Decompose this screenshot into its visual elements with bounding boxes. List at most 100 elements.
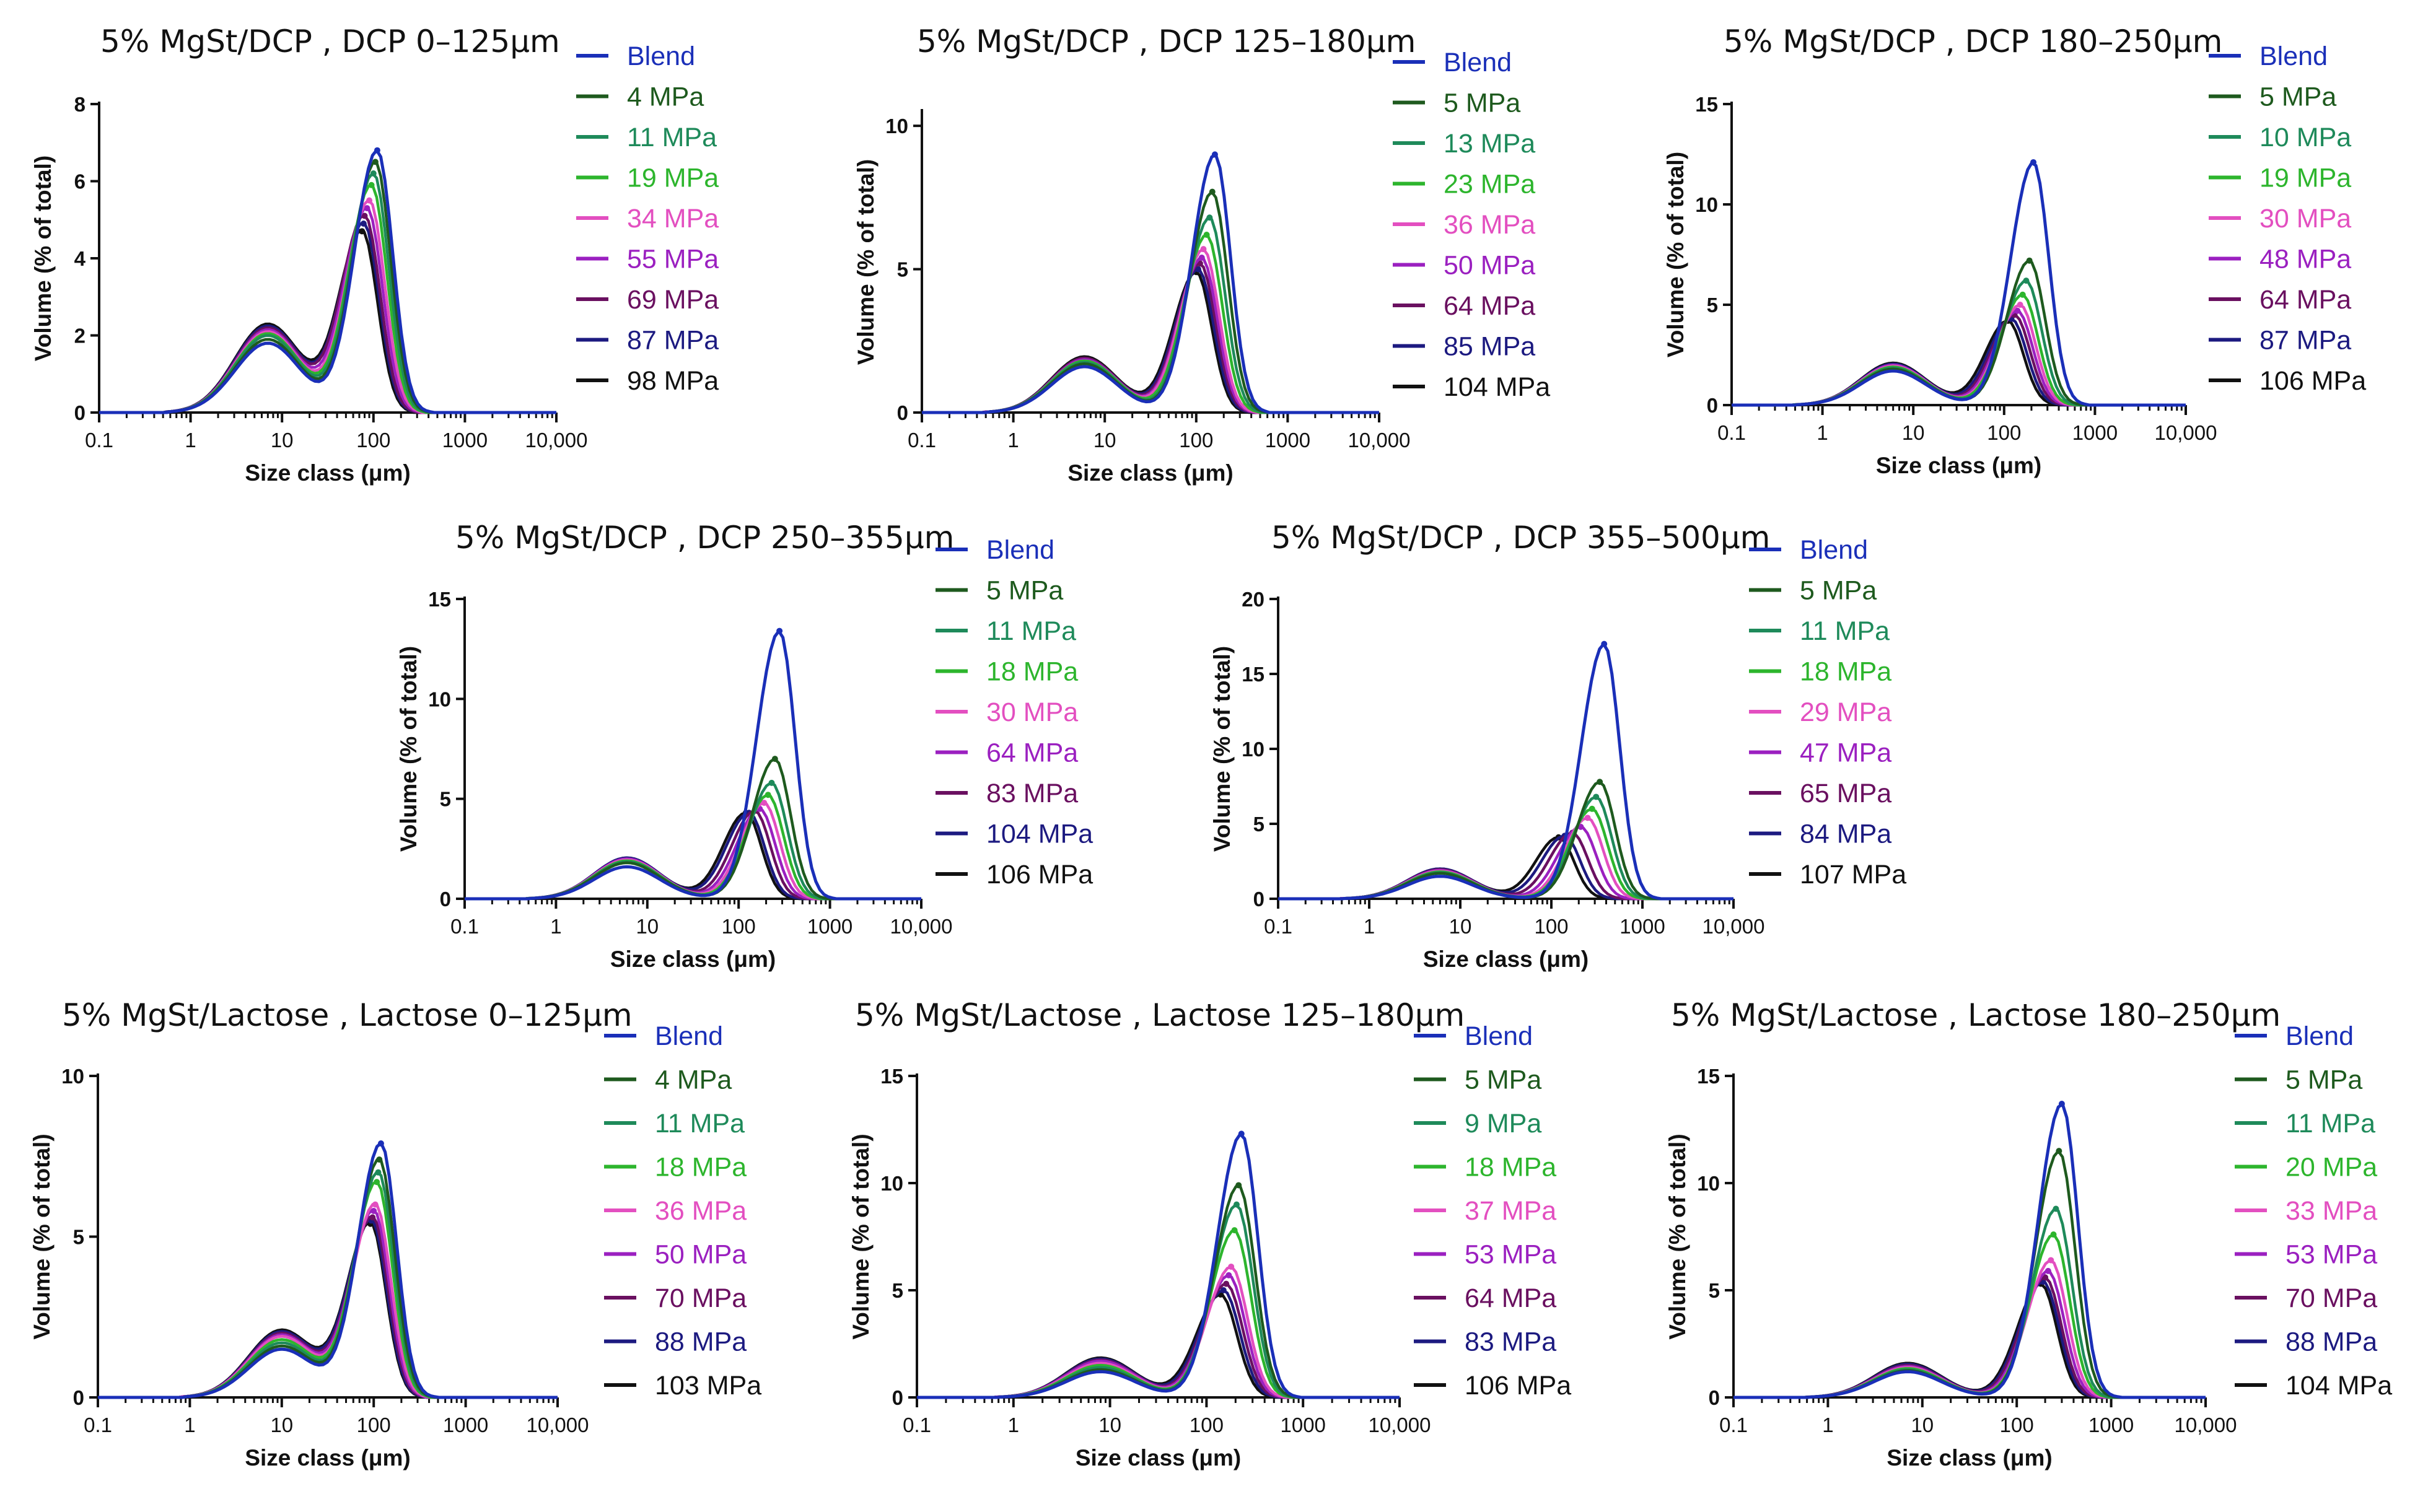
y-tick-label: 5 <box>897 258 908 281</box>
x-tick-label: 1 <box>1822 1414 1833 1436</box>
y-axis-label: Volume (% of total) <box>396 646 421 852</box>
series-line-34-mpa <box>99 198 556 414</box>
peak-point-11-mpa <box>2053 1205 2059 1212</box>
y-tick-label: 0 <box>440 888 451 911</box>
series-line-blend <box>922 153 1379 414</box>
x-tick-label: 10,000 <box>1703 915 1765 938</box>
y-axis-label: Volume (% of total) <box>853 159 879 365</box>
peak-point-blend <box>2030 159 2037 165</box>
peak-point-5-mpa <box>771 756 778 763</box>
x-axis-label: Size class (μm) <box>245 460 410 486</box>
y-tick-label: 5 <box>73 1226 84 1249</box>
legend-label: 30 MPa <box>986 697 1078 727</box>
legend-label: 4 MPa <box>627 82 704 112</box>
legend-label: 50 MPa <box>655 1240 747 1270</box>
peak-point-19-mpa <box>2019 291 2026 298</box>
legend-label: 18 MPa <box>986 657 1078 687</box>
legend-label: 5 MPa <box>2259 82 2336 112</box>
series-line-36-mpa <box>98 1202 558 1399</box>
y-axis-label: Volume (% of total) <box>848 1134 874 1339</box>
x-tick-label: 1 <box>1817 421 1828 444</box>
series-line-106-mpa <box>917 1293 1400 1399</box>
series-line-98-mpa <box>99 229 556 414</box>
x-tick-label: 1 <box>1364 915 1375 938</box>
series-line-20-mpa <box>1733 1233 2206 1399</box>
series-line-blend <box>1733 1103 2206 1399</box>
series-line-18-mpa <box>98 1179 558 1399</box>
peak-point-30-mpa <box>2017 302 2023 308</box>
series-line-19-mpa <box>99 183 556 414</box>
series-line-83-mpa <box>917 1288 1400 1399</box>
series-line-69-mpa <box>99 213 556 414</box>
peak-point-4-mpa <box>372 159 379 165</box>
legend-label: 11 MPa <box>2286 1109 2375 1138</box>
legend-label: Blend <box>2259 42 2328 71</box>
peak-point-64-mpa <box>1196 260 1203 267</box>
x-tick-label: 1000 <box>807 915 852 938</box>
peak-point-11-mpa <box>370 170 377 177</box>
x-tick-label: 100 <box>356 429 390 452</box>
x-tick-label: 1000 <box>442 429 488 452</box>
legend-label: 104 MPa <box>2286 1371 2392 1401</box>
series-line-11-mpa <box>465 781 921 901</box>
legend-label: 11 MPa <box>627 123 717 152</box>
y-tick-label: 10 <box>880 1172 903 1195</box>
legend-label: 5 MPa <box>1444 89 1520 118</box>
series-line-5-mpa <box>1733 1150 2206 1399</box>
legend-label: Blend <box>986 535 1054 565</box>
peak-point-blend <box>1238 1130 1245 1137</box>
y-tick-label: 5 <box>1707 294 1718 317</box>
series-line-13-mpa <box>922 217 1379 414</box>
series-line-103-mpa <box>98 1220 558 1399</box>
legend-label: 104 MPa <box>986 819 1093 849</box>
legend-label: 11 MPa <box>655 1109 745 1138</box>
y-tick-label: 10 <box>61 1065 84 1088</box>
x-axis-label: Size class (μm) <box>1887 1445 2052 1470</box>
peak-point-blend <box>776 627 783 634</box>
legend-label: 19 MPa <box>2259 164 2351 193</box>
x-tick-label: 10,000 <box>1348 429 1411 452</box>
peak-point-9-mpa <box>1233 1201 1240 1208</box>
series-line-64-mpa <box>465 807 921 901</box>
y-tick-label: 5 <box>1709 1279 1720 1302</box>
y-tick-label: 0 <box>897 401 908 424</box>
legend-label: 18 MPa <box>655 1153 747 1182</box>
y-tick-label: 10 <box>1697 1172 1720 1195</box>
legend-label: 69 MPa <box>627 285 719 315</box>
legend-label: 9 MPa <box>1465 1109 1541 1138</box>
legend-label: 98 MPa <box>627 366 719 396</box>
legend-label: 18 MPa <box>1800 657 1891 687</box>
legend-label: 47 MPa <box>1800 738 1891 768</box>
series-line-blend <box>465 629 921 901</box>
peak-point-23-mpa <box>1203 232 1210 238</box>
peak-point-5-mpa <box>1235 1182 1242 1189</box>
legend-label: 88 MPa <box>2286 1327 2377 1357</box>
y-tick-label: 10 <box>885 115 908 138</box>
legend-label: 5 MPa <box>1800 576 1877 606</box>
y-tick-label: 15 <box>428 588 451 611</box>
peak-point-34-mpa <box>366 197 373 204</box>
peak-point-10-mpa <box>2023 277 2030 284</box>
x-tick-label: 10 <box>1449 915 1472 938</box>
x-tick-label: 10,000 <box>527 1414 589 1436</box>
legend-label: 11 MPa <box>986 616 1076 646</box>
chart-panel-8: 5% MgSt/Lactose , Lactose 180–250μm 0 5 10 1… <box>1665 997 2392 1470</box>
series-line-5-mpa <box>922 190 1379 414</box>
chart-title: 5% MgSt/DCP , DCP 355–500μm <box>1271 520 1770 556</box>
x-tick-label: 100 <box>2000 1414 2034 1436</box>
legend-label: 4 MPa <box>655 1065 732 1095</box>
legend-label: Blend <box>655 1021 723 1051</box>
series-line-55-mpa <box>99 206 556 414</box>
x-axis-label: Size class (μm) <box>1076 1445 1241 1470</box>
legend-label: 55 MPa <box>627 245 719 274</box>
x-tick-label: 10,000 <box>890 915 953 938</box>
x-tick-label: 100 <box>1987 421 2021 444</box>
peak-point-70-mpa <box>2042 1274 2049 1281</box>
series-line-5-mpa <box>917 1185 1400 1399</box>
legend-label: 10 MPa <box>2259 123 2351 152</box>
x-tick-label: 0.1 <box>84 1414 112 1436</box>
chart-title: 5% MgSt/Lactose , Lactose 125–180μm <box>855 997 1465 1033</box>
x-tick-label: 1 <box>184 1414 195 1436</box>
y-tick-label: 0 <box>892 1386 903 1409</box>
legend-label: 48 MPa <box>2259 245 2351 274</box>
